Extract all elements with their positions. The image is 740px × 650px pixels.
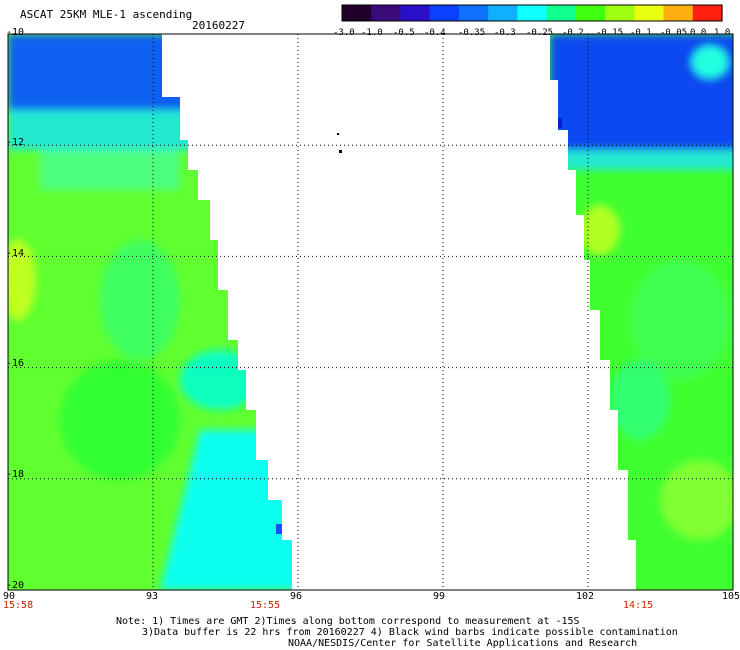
time-label: 15:55 xyxy=(250,600,281,611)
lon-label: 102 xyxy=(576,591,595,602)
colorbar-label: -0.35 xyxy=(458,28,486,38)
colorbar-swatch xyxy=(692,5,723,21)
lat-label: -18 xyxy=(6,469,25,480)
colorbar-label: -3.0 xyxy=(333,28,355,38)
note-line-2: 3)Data buffer is 22 hrs from 20160227 4)… xyxy=(142,627,678,638)
map-date: 20160227 xyxy=(192,19,245,32)
right-swath xyxy=(550,34,733,590)
time-label: 14:15 xyxy=(623,600,654,611)
lat-label: -20 xyxy=(6,580,25,591)
lat-label: -10 xyxy=(6,27,25,38)
lon-label: 96 xyxy=(290,591,303,602)
colorbar-swatch xyxy=(517,5,548,21)
left-swath xyxy=(8,34,292,590)
lon-label: 93 xyxy=(146,591,159,602)
colorbar-swatch xyxy=(371,5,402,21)
note-line-1: Note: 1) Times are GMT 2)Times along bot… xyxy=(116,616,580,627)
colorbar-label: -0.15 xyxy=(596,28,624,38)
colorbar-label: -0.25 xyxy=(526,28,554,38)
colorbar-swatch xyxy=(663,5,694,21)
colorbar-label: -0.4 xyxy=(424,28,446,38)
time-label: 15:58 xyxy=(3,600,34,611)
colorbar-label: 0.0 xyxy=(690,28,707,38)
colorbar-swatch xyxy=(342,5,372,21)
lon-label: 99 xyxy=(433,591,446,602)
lon-label: 105 xyxy=(722,591,740,602)
colorbar-swatch xyxy=(458,5,489,21)
colorbar-swatch xyxy=(488,5,518,21)
colorbar-label: 1.0 xyxy=(714,28,731,38)
colorbar-swatch xyxy=(400,5,431,21)
colorbar-frame xyxy=(341,4,723,22)
note-line-3: NOAA/NESDIS/Center for Satellite Applica… xyxy=(288,638,638,649)
colorbar-swatch xyxy=(634,5,665,21)
colorbar xyxy=(341,4,723,22)
colorbar-label: -0.5 xyxy=(393,28,415,38)
colorbar-label: -1.0 xyxy=(361,28,383,38)
lat-label: -12 xyxy=(6,137,25,148)
lon-label: 90 xyxy=(3,591,16,602)
lat-label: -14 xyxy=(6,248,25,259)
colorbar-label: -0.3 xyxy=(494,28,516,38)
colorbar-label: -0.1 xyxy=(630,28,652,38)
colorbar-swatch xyxy=(575,5,606,21)
colorbar-swatch xyxy=(429,5,460,21)
colorbar-swatch xyxy=(605,5,635,21)
colorbar-label: -0.05 xyxy=(660,28,688,38)
colorbar-label: -0.2 xyxy=(562,28,584,38)
map-frame xyxy=(7,33,734,591)
colorbar-swatch xyxy=(546,5,577,21)
map-title: ASCAT 25KM MLE-1 ascending xyxy=(20,8,193,21)
lat-label: -16 xyxy=(6,358,25,369)
